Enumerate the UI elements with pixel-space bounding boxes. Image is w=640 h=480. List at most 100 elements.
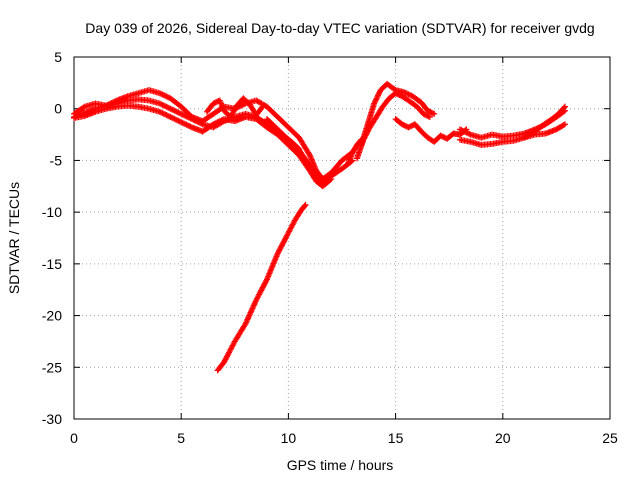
data-point	[175, 109, 182, 116]
data-point	[163, 93, 170, 100]
data-point	[215, 118, 222, 125]
data-point	[247, 309, 254, 316]
data-point	[373, 95, 380, 102]
data-point	[561, 104, 568, 111]
data-point	[180, 120, 187, 127]
x-tick-label: 5	[177, 430, 185, 446]
data-point	[174, 108, 181, 115]
data-point	[214, 119, 221, 126]
data-point	[561, 103, 568, 110]
data-point	[159, 110, 166, 117]
data-point	[156, 90, 163, 97]
data-point	[243, 319, 250, 326]
data-point	[295, 145, 302, 152]
data-point	[164, 112, 171, 119]
data-point	[252, 298, 259, 305]
data-point	[171, 115, 178, 122]
data-point	[463, 129, 470, 136]
x-axis-label: GPS time / hours	[287, 457, 394, 473]
data-point	[172, 116, 179, 123]
data-point	[184, 122, 191, 129]
data-point	[156, 108, 163, 115]
data-point	[178, 119, 185, 126]
data-point	[182, 112, 189, 119]
data-point	[175, 117, 182, 124]
series-afternoon-track	[456, 107, 568, 141]
data-point	[251, 301, 258, 308]
data-point	[244, 316, 251, 323]
data-point	[170, 107, 177, 114]
data-point	[162, 103, 169, 110]
data-point	[162, 111, 169, 118]
data-point	[162, 92, 169, 99]
data-point	[464, 130, 471, 137]
data-point	[251, 299, 258, 306]
data-point	[164, 104, 171, 111]
data-point	[466, 130, 473, 137]
y-tick-label: -20	[42, 308, 62, 324]
data-point	[159, 101, 166, 108]
y-tick-label: -30	[42, 411, 62, 427]
series-upper-recovery	[358, 80, 438, 148]
data-point	[178, 110, 185, 117]
data-point	[198, 120, 205, 127]
data-point	[458, 127, 465, 134]
x-tick-label: 25	[602, 430, 618, 446]
data-point	[158, 90, 165, 97]
data-point	[196, 119, 203, 126]
x-tick-label: 0	[70, 430, 78, 446]
chart-title: Day 039 of 2026, Sidereal Day-to-day VTE…	[85, 20, 594, 36]
data-point	[327, 176, 334, 183]
data-point	[248, 306, 255, 313]
data-point	[248, 308, 255, 315]
plot-frame	[73, 56, 611, 420]
data-point	[245, 315, 252, 322]
data-point	[160, 102, 167, 109]
data-point	[242, 320, 249, 327]
data-point	[375, 92, 382, 99]
y-axis-label: SDTVAR / TECUs	[6, 182, 22, 294]
data-point	[156, 100, 163, 107]
data-point	[166, 105, 173, 112]
data-point	[371, 99, 378, 106]
data-point	[246, 311, 253, 318]
data-point	[211, 120, 218, 127]
data-points	[71, 80, 568, 374]
data-point	[302, 201, 309, 208]
data-point	[179, 119, 186, 126]
data-point	[375, 91, 382, 98]
data-point	[376, 89, 383, 96]
data-point	[210, 121, 217, 128]
data-point	[163, 112, 170, 119]
data-point	[249, 305, 256, 312]
data-point	[374, 93, 381, 100]
data-point	[372, 97, 379, 104]
data-point	[188, 116, 195, 123]
data-point	[258, 104, 265, 111]
data-point	[425, 113, 432, 120]
y-tick-label: 0	[54, 101, 62, 117]
data-point	[166, 113, 173, 120]
data-point	[561, 121, 568, 128]
y-tick-label: -25	[42, 359, 62, 375]
data-point	[250, 302, 257, 309]
series-wiggle-segment-B	[263, 116, 303, 153]
series-lower-track	[71, 102, 335, 190]
data-point	[195, 119, 202, 126]
data-point	[213, 119, 220, 126]
series-afternoon-rising	[521, 103, 568, 141]
data-point	[217, 117, 224, 124]
data-point	[80, 104, 87, 111]
data-point	[168, 106, 175, 113]
data-point	[560, 121, 567, 128]
data-point	[164, 94, 171, 101]
data-point	[246, 312, 253, 319]
data-point	[168, 114, 175, 121]
data-point	[167, 105, 174, 112]
data-point	[429, 110, 436, 117]
data-point	[192, 117, 199, 124]
data-point	[218, 117, 225, 124]
series-dropping-track	[392, 116, 470, 145]
data-point	[158, 109, 165, 116]
